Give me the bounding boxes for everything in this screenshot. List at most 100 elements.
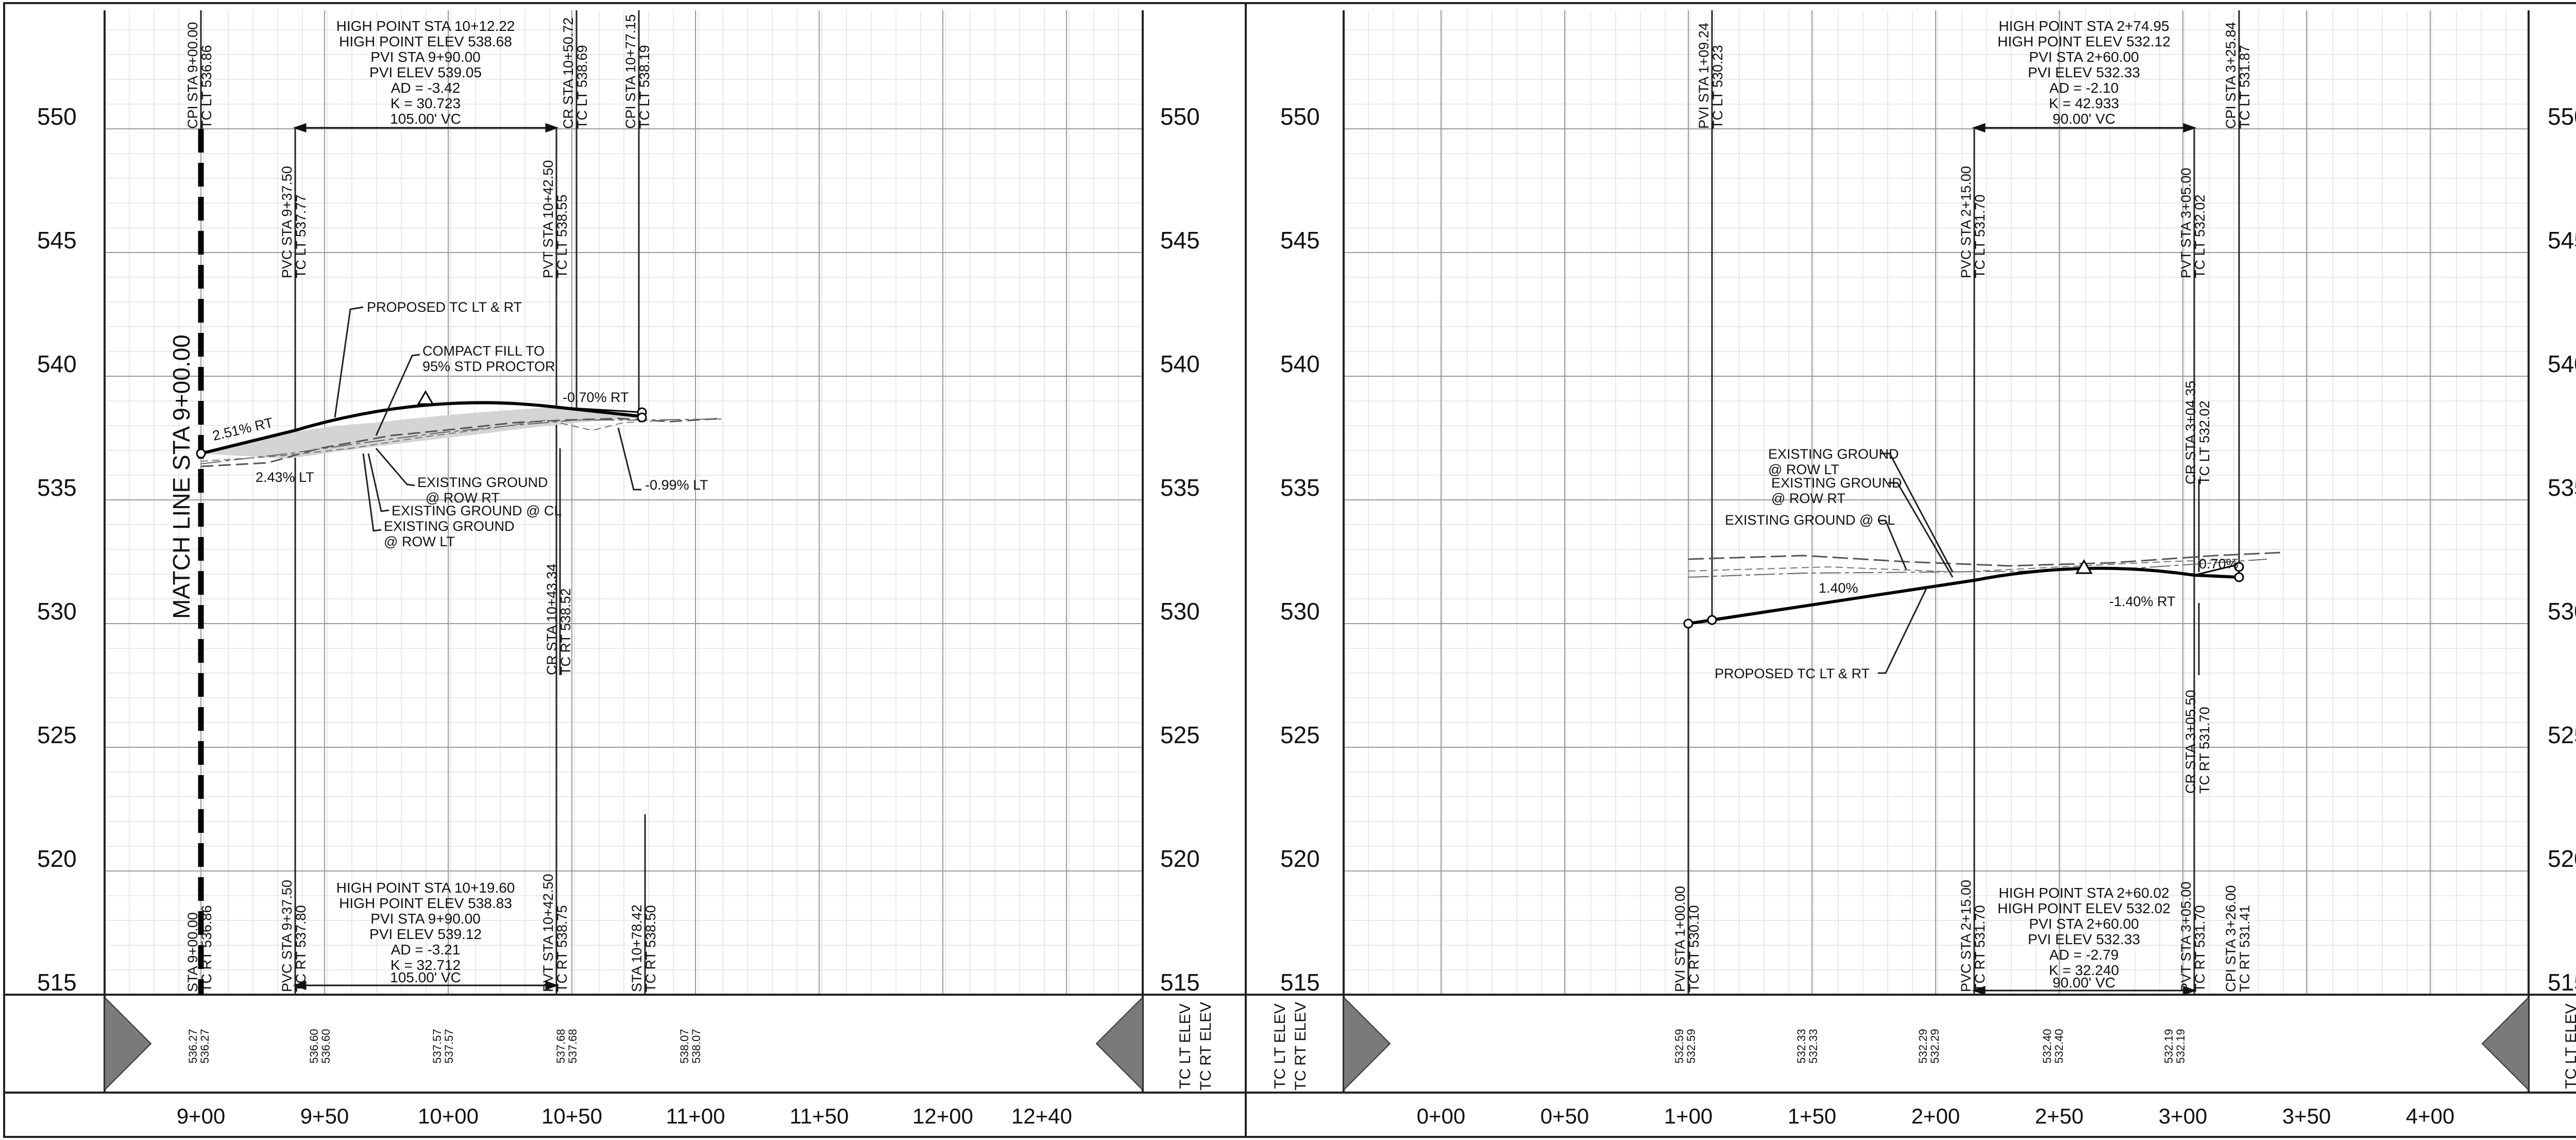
right-station-4+00: 4+00	[2406, 1104, 2455, 1128]
left-proposed-tc	[200, 401, 642, 455]
svg-text:CPI STA 9+00.00: CPI STA 9+00.00	[185, 22, 200, 129]
band-legends: TC LT ELEV TC RT ELEV TC LT ELEV TC RT E…	[1177, 1002, 2576, 1091]
left-top-station-labels: CPI STA 9+00.00 TC LT 536.86 PVC STA 9+3…	[185, 14, 652, 675]
right-station-1+50: 1+50	[1788, 1104, 1837, 1128]
svg-text:STA 10+78.42: STA 10+78.42	[629, 904, 645, 992]
left-station-labels: 9+00 9+50 10+00 10+50 11+00 11+50 12+00 12+40	[177, 1104, 1072, 1128]
svg-text:PVI STA 9+90.00: PVI STA 9+90.00	[370, 911, 481, 927]
right-elev-550-1: 550	[2548, 103, 2576, 130]
svg-text:TC RT 538.50: TC RT 538.50	[643, 905, 658, 992]
svg-text:-0.70% RT: -0.70% RT	[563, 390, 629, 405]
right-elev-535-0: 535	[1280, 474, 1320, 501]
right-elev-515-0: 515	[1280, 969, 1320, 996]
right-station-1+00: 1+00	[1664, 1104, 1713, 1128]
right-bottom-station-labels: PVI STA 1+00.00 TC RT 530.10 PVC STA 2+1…	[1672, 880, 2252, 992]
svg-text:CR STA 10+43.34: CR STA 10+43.34	[544, 564, 560, 675]
direction-markers	[104, 996, 2529, 1092]
right-band-values: 532.59 532.59 532.33 532.33 532.29 532.2…	[1673, 1029, 2187, 1063]
svg-text:PROPOSED TC LT & RT: PROPOSED TC LT & RT	[367, 299, 522, 315]
svg-text:532.40: 532.40	[2053, 1029, 2065, 1063]
right-proposed-tc-lt	[2194, 563, 2240, 576]
svg-text:TC LT 530.23: TC LT 530.23	[1710, 45, 1725, 129]
svg-text:532.40: 532.40	[2041, 1029, 2054, 1063]
svg-text:STA 9+00.00: STA 9+00.00	[185, 912, 200, 992]
svg-text:537.68: 537.68	[554, 1029, 567, 1063]
svg-text:K = 30.723: K = 30.723	[391, 95, 461, 111]
svg-text:HIGH POINT STA 10+19.60: HIGH POINT STA 10+19.60	[336, 880, 515, 896]
left-elev-545-0: 545	[37, 227, 77, 254]
right-legend-rt: TC RT ELEV	[1292, 1002, 1309, 1091]
left-bottom-station-labels: STA 9+00.00 TC RT 536.86 PVC STA 9+37.50…	[185, 874, 658, 992]
svg-text:COMPACT FILL TO: COMPACT FILL TO	[422, 343, 545, 359]
svg-text:HIGH POINT STA 2+74.95: HIGH POINT STA 2+74.95	[1998, 18, 2169, 34]
svg-text:CPI STA 3+26.00: CPI STA 3+26.00	[2223, 885, 2239, 992]
svg-text:PVC STA 9+37.50: PVC STA 9+37.50	[279, 880, 295, 992]
svg-text:TC LT 538.19: TC LT 538.19	[637, 45, 652, 129]
svg-text:CPI STA 10+77.15: CPI STA 10+77.15	[623, 14, 638, 129]
left-existing-ground-cl	[200, 418, 722, 464]
svg-text:TC RT 537.80: TC RT 537.80	[293, 905, 309, 992]
svg-text:536.27: 536.27	[198, 1029, 211, 1063]
svg-text:K = 32.240: K = 32.240	[2049, 962, 2119, 978]
left-elev-535-1: 535	[1160, 474, 1200, 501]
left-elevation-labels: 550 550 545 545 540 540 535 535 530 530 525 525 520 5…	[37, 103, 1200, 996]
svg-text:537.57: 537.57	[443, 1029, 455, 1063]
svg-text:EXISTING GROUND @ CL: EXISTING GROUND @ CL	[392, 503, 562, 518]
svg-text:AD = -2.10: AD = -2.10	[2049, 80, 2119, 96]
left-legend-lt: TC LT ELEV	[1177, 1003, 1194, 1089]
svg-text:EXISTING GROUND @ CL: EXISTING GROUND @ CL	[1725, 512, 1895, 528]
left-elev-520-0: 520	[37, 845, 77, 872]
svg-text:532.33: 532.33	[1795, 1029, 1808, 1063]
svg-text:PVI ELEV 532.33: PVI ELEV 532.33	[2028, 931, 2140, 947]
svg-text:105.00' VC: 105.00' VC	[390, 111, 461, 127]
svg-text:532.59: 532.59	[1685, 1029, 1698, 1063]
right-end-legend-lt: TC LT ELEV	[2563, 1003, 2576, 1089]
svg-text:PVI ELEV 539.05: PVI ELEV 539.05	[369, 64, 482, 80]
svg-text:EXISTING GROUND: EXISTING GROUND	[1771, 475, 1902, 491]
left-start-triangle	[104, 996, 152, 1092]
right-elevation-labels: 550 550 545 545 540 540 535 535 530 530 525 525 520 5…	[1280, 103, 2576, 996]
right-high-point-marker	[2075, 559, 2093, 574]
svg-text:CR STA 10+50.72: CR STA 10+50.72	[561, 18, 576, 129]
left-annotation-leaders	[334, 306, 641, 532]
svg-text:PVT STA 10+42.50: PVT STA 10+42.50	[540, 160, 556, 278]
right-annotation-leaders	[1878, 452, 1954, 674]
svg-text:TC RT 531.70: TC RT 531.70	[1972, 905, 1988, 992]
left-elev-530-1: 530	[1160, 598, 1200, 625]
right-station-leaders	[1687, 10, 2240, 995]
left-existing-ground-rt	[200, 419, 670, 462]
svg-text:TC LT 538.55: TC LT 538.55	[554, 194, 570, 278]
svg-text:TC RT 531.70: TC RT 531.70	[2197, 707, 2212, 794]
svg-text:@ ROW RT: @ ROW RT	[1771, 491, 1845, 506]
svg-text:532.19: 532.19	[2162, 1029, 2175, 1063]
svg-text:EXISTING GROUND: EXISTING GROUND	[384, 518, 515, 534]
svg-text:PVT STA 10+42.50: PVT STA 10+42.50	[540, 874, 556, 992]
svg-text:532.29: 532.29	[1928, 1029, 1941, 1063]
left-bottom-curve-data: HIGH POINT STA 10+19.60 HIGH POINT ELEV …	[336, 880, 515, 985]
left-station-10+50: 10+50	[541, 1104, 602, 1128]
svg-text:2.43% LT: 2.43% LT	[256, 470, 314, 485]
svg-text:532.19: 532.19	[2174, 1029, 2187, 1063]
svg-text:PVI STA 1+00.00: PVI STA 1+00.00	[1672, 886, 1688, 992]
left-station-9+50: 9+50	[300, 1104, 349, 1128]
right-profile: HIGH POINT STA 2+74.95 HIGH POINT ELEV 5…	[1672, 10, 2283, 1064]
right-elev-550-0: 550	[1280, 103, 1320, 130]
svg-text:AD = -3.42: AD = -3.42	[391, 80, 461, 96]
svg-text:HIGH POINT ELEV 532.12: HIGH POINT ELEV 532.12	[1997, 33, 2171, 49]
right-elev-525-1: 525	[2548, 722, 2576, 748]
svg-text:K = 32.712: K = 32.712	[391, 957, 461, 973]
svg-text:PVI STA 2+60.00: PVI STA 2+60.00	[2029, 49, 2139, 65]
right-station-0+50: 0+50	[1540, 1104, 1589, 1128]
svg-text:TC RT 538.52: TC RT 538.52	[558, 588, 573, 675]
left-band-values: 536.27 536.27 536.60 536.60 537.57 537.5…	[187, 1029, 703, 1063]
svg-text:-1.40% RT: -1.40% RT	[2109, 594, 2176, 609]
right-existing-ground-rt	[1688, 559, 2242, 573]
left-end-triangle	[1095, 996, 1143, 1092]
svg-text:TC RT 531.41: TC RT 531.41	[2237, 905, 2252, 992]
right-top-station-labels: PVI STA 1+09.24 TC LT 530.23 PVC STA 2+1…	[1696, 22, 2252, 794]
svg-text:PVT STA 3+05.00: PVT STA 3+05.00	[2178, 168, 2194, 278]
right-elev-520-0: 520	[1280, 845, 1320, 872]
right-vc-dimensions	[1972, 123, 2197, 996]
svg-text:PVT STA 3+05.00: PVT STA 3+05.00	[2178, 882, 2194, 992]
right-elev-540-1: 540	[2548, 350, 2576, 377]
